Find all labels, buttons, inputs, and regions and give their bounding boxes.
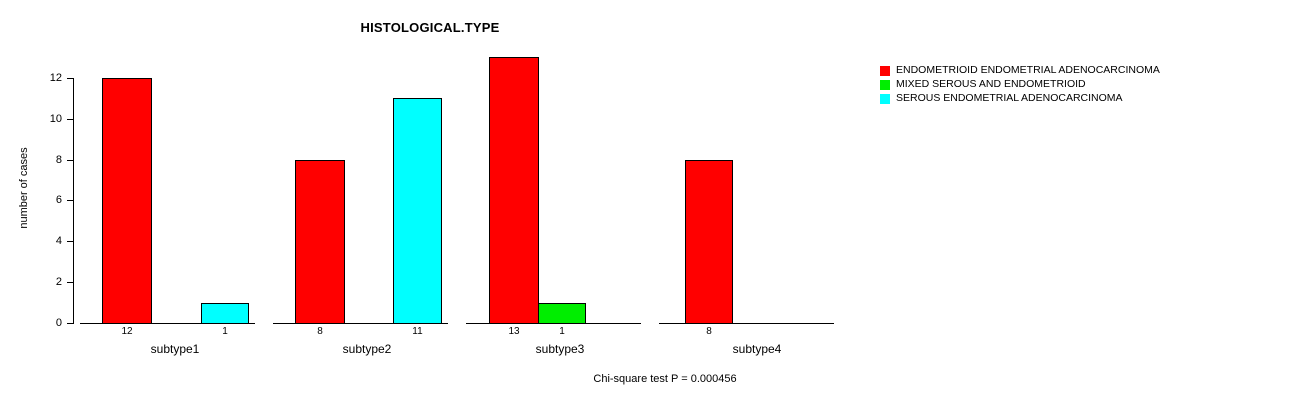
bar-count-subtype1-serous: 1 bbox=[222, 326, 228, 337]
legend-label-serous: SEROUS ENDOMETRIAL ADENOCARCINOMA bbox=[896, 92, 1123, 104]
legend-item-serous[interactable]: SEROUS ENDOMETRIAL ADENOCARCINOMA bbox=[880, 92, 1160, 105]
chi-square-annotation: Chi-square test P = 0.000456 bbox=[593, 373, 737, 385]
bar-count-subtype1-endometrioid: 12 bbox=[121, 326, 133, 337]
bar-subtype3-endometrioid[interactable] bbox=[489, 57, 539, 324]
legend-swatch-mixed-icon bbox=[880, 79, 890, 90]
bar-subtype1-endometrioid[interactable] bbox=[102, 78, 152, 324]
y-tick-0 bbox=[67, 323, 73, 324]
legend-swatch-serous-icon bbox=[880, 93, 890, 104]
y-tick-12 bbox=[67, 78, 73, 79]
y-tick-8 bbox=[67, 160, 73, 161]
group-label-subtype4: subtype4 bbox=[732, 342, 782, 356]
group-label-subtype3: subtype3 bbox=[535, 342, 585, 356]
y-axis-title: number of cases bbox=[18, 147, 30, 229]
y-tick-label-0: 0 bbox=[55, 317, 62, 329]
bar-subtype3-mixed[interactable] bbox=[538, 303, 586, 324]
group-label-subtype1: subtype1 bbox=[150, 342, 200, 356]
y-tick-label-2: 2 bbox=[55, 276, 62, 288]
legend-swatch-endometrioid-icon bbox=[880, 65, 890, 76]
legend-item-mixed[interactable]: MIXED SEROUS AND ENDOMETRIOID bbox=[880, 78, 1160, 91]
bar-count-subtype2-serous: 11 bbox=[412, 326, 423, 337]
legend-label-mixed: MIXED SEROUS AND ENDOMETRIOID bbox=[896, 78, 1086, 90]
bar-subtype1-serous[interactable] bbox=[201, 303, 249, 324]
y-tick-4 bbox=[67, 241, 73, 242]
legend-item-endometrioid[interactable]: ENDOMETRIOID ENDOMETRIAL ADENOCARCINOMA bbox=[880, 64, 1160, 77]
bar-subtype2-serous[interactable] bbox=[393, 98, 442, 324]
group-label-subtype2: subtype2 bbox=[342, 342, 392, 356]
bar-count-subtype2-endometrioid: 8 bbox=[317, 326, 323, 337]
y-tick-label-12: 12 bbox=[49, 72, 62, 84]
bar-subtype2-endometrioid[interactable] bbox=[295, 160, 345, 324]
y-tick-label-6: 6 bbox=[55, 194, 62, 206]
y-tick-label-8: 8 bbox=[55, 154, 62, 166]
bar-count-subtype3-mixed: 1 bbox=[559, 326, 565, 337]
bar-count-subtype3-endometrioid: 13 bbox=[508, 326, 520, 337]
y-tick-2 bbox=[67, 282, 73, 283]
baseline-subtype1 bbox=[80, 323, 255, 324]
baseline-subtype4 bbox=[659, 323, 834, 324]
legend-label-endometrioid: ENDOMETRIOID ENDOMETRIAL ADENOCARCINOMA bbox=[896, 64, 1160, 76]
y-tick-label-4: 4 bbox=[55, 235, 62, 247]
legend: ENDOMETRIOID ENDOMETRIAL ADENOCARCINOMA … bbox=[880, 64, 1160, 106]
y-tick-10 bbox=[67, 119, 73, 120]
y-tick-label-10: 10 bbox=[49, 113, 62, 125]
bar-subtype4-endometrioid[interactable] bbox=[685, 160, 733, 324]
y-tick-6 bbox=[67, 200, 73, 201]
bar-count-subtype4-endometrioid: 8 bbox=[706, 326, 712, 337]
baseline-subtype2 bbox=[273, 323, 448, 324]
y-axis-line bbox=[73, 78, 74, 324]
page-title: HISTOLOGICAL.TYPE bbox=[360, 20, 500, 35]
